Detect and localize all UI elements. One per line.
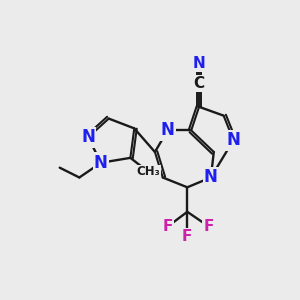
Text: CH₃: CH₃ [136, 165, 160, 178]
Text: N: N [193, 56, 206, 71]
Text: F: F [204, 219, 214, 234]
Text: F: F [163, 219, 173, 234]
Text: N: N [226, 131, 240, 149]
Text: N: N [161, 122, 175, 140]
Text: F: F [182, 229, 193, 244]
Text: N: N [94, 154, 108, 172]
Text: C: C [194, 76, 205, 91]
Text: N: N [81, 128, 95, 146]
Text: N: N [204, 169, 218, 187]
